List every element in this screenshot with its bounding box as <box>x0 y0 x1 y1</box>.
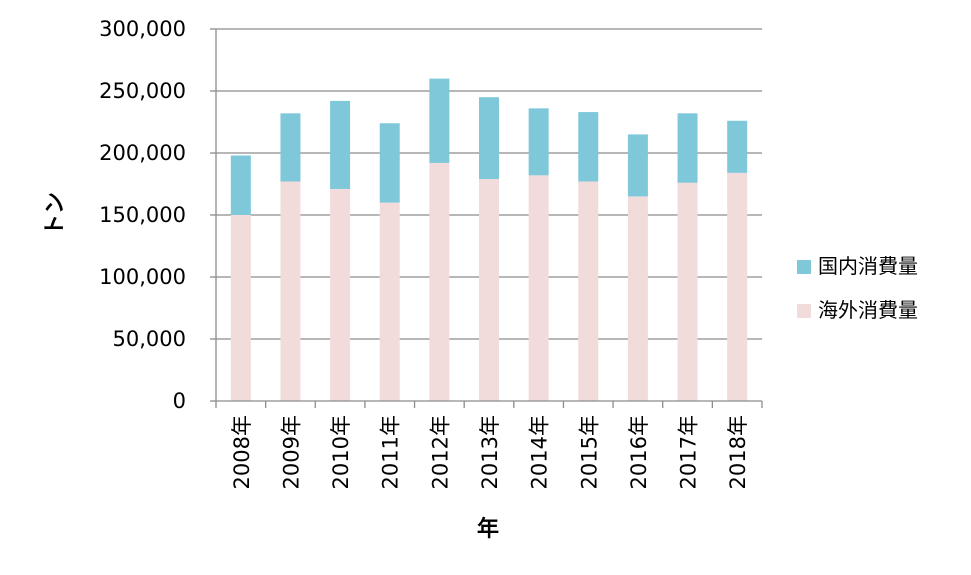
y-tick-label: 0 <box>173 389 186 413</box>
x-tick-label: 2018年 <box>726 415 750 489</box>
x-tick-label: 2017年 <box>677 415 701 489</box>
x-tick-label: 2015年 <box>577 415 601 489</box>
bar-domestic-consumption <box>479 97 499 180</box>
y-tick-label: 50,000 <box>113 327 186 351</box>
bar-overseas-consumption <box>230 215 251 401</box>
bar-overseas-consumption <box>280 181 301 401</box>
y-axis-title: トン <box>43 192 68 236</box>
y-tick-label: 150,000 <box>99 203 186 227</box>
bar-overseas-consumption <box>677 182 698 401</box>
x-tick-label: 2009年 <box>279 415 303 489</box>
y-tick-labels: 0 50,000 100,000 150,000 200,000 250,000 300,0… <box>99 17 186 413</box>
axes <box>215 29 763 408</box>
x-tick-label: 2013年 <box>478 415 502 489</box>
x-tick-label: 2014年 <box>528 415 552 489</box>
bar-overseas-consumption <box>330 188 351 401</box>
legend-swatch <box>797 260 811 274</box>
y-tick-label: 250,000 <box>99 79 186 103</box>
bar-overseas-consumption <box>528 175 549 401</box>
bar-overseas-consumption <box>627 196 648 401</box>
bar-domestic-consumption <box>677 113 698 183</box>
bar-domestic-consumption <box>727 120 748 173</box>
legend-swatch <box>797 304 811 318</box>
bar-domestic-consumption <box>429 78 450 163</box>
bars <box>230 78 748 401</box>
x-tick-label: 2010年 <box>329 415 353 489</box>
bar-overseas-consumption <box>379 202 400 401</box>
x-tick-labels: 2008年 2009年 2010年 2011年 2012年 2013年 2014年 2015年… <box>230 415 750 489</box>
bar-domestic-consumption <box>330 100 351 189</box>
y-tick-label: 100,000 <box>99 265 186 289</box>
bar-overseas-consumption <box>429 162 450 401</box>
x-tick-label: 2011年 <box>379 415 403 489</box>
x-tick-label: 2016年 <box>627 415 651 489</box>
bar-domestic-consumption <box>230 155 251 215</box>
bar-domestic-consumption <box>578 112 599 182</box>
x-tick-label: 2012年 <box>428 415 452 489</box>
bar-domestic-consumption <box>627 134 648 197</box>
legend-label: 国内消費量 <box>818 254 918 278</box>
y-tick-label: 200,000 <box>99 141 186 165</box>
x-tick-label: 2008年 <box>230 415 254 489</box>
bar-overseas-consumption <box>727 172 748 401</box>
legend-label: 海外消費量 <box>818 298 918 322</box>
bar-overseas-consumption <box>479 179 499 401</box>
bar-domestic-consumption <box>528 108 549 176</box>
bar-domestic-consumption <box>280 113 301 182</box>
bar-domestic-consumption <box>379 123 400 203</box>
bar-overseas-consumption <box>578 181 599 401</box>
x-axis-title: 年 <box>477 516 499 542</box>
y-tick-label: 300,000 <box>99 17 186 41</box>
